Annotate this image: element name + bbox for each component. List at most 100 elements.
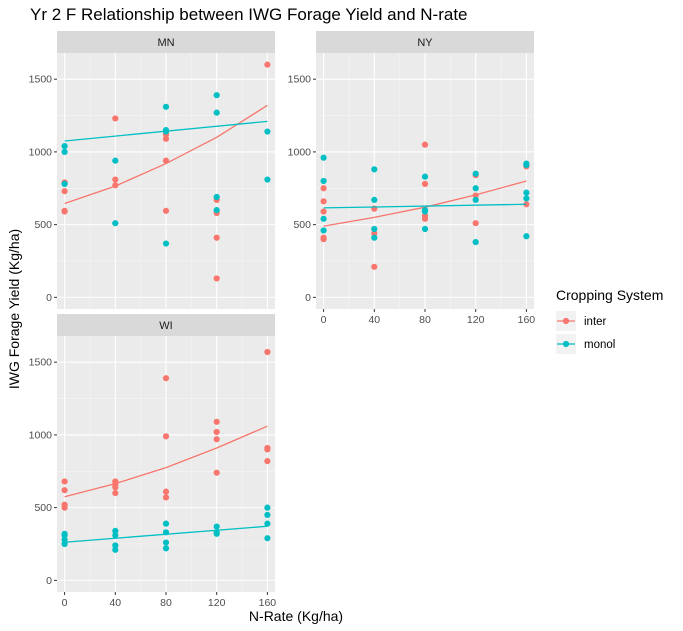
plot-area	[61, 61, 271, 282]
y-tick-label: 500	[34, 502, 52, 514]
chart-title: Yr 2 F Relationship between IWG Forage Y…	[30, 5, 468, 24]
data-point-monol	[213, 92, 220, 99]
legend-label: inter	[584, 316, 607, 328]
panel-mn: MN 0 500 1000 1500	[29, 31, 275, 309]
data-point-inter	[162, 207, 170, 214]
data-point-monol	[472, 238, 479, 246]
data-point-inter	[61, 487, 68, 494]
data-point-monol	[61, 536, 68, 543]
data-point-inter	[472, 192, 479, 199]
data-point-inter	[264, 348, 271, 356]
data-point-monol	[61, 530, 68, 537]
data-point-monol	[264, 511, 271, 519]
y-tick-label: 500	[34, 219, 52, 231]
data-point-monol	[162, 520, 170, 527]
panel-wi: WI 0 500 1000 1500 0 40 80 120 160	[29, 314, 277, 609]
legend-key-point	[562, 317, 570, 325]
data-point-monol	[213, 193, 220, 201]
data-point-monol	[162, 529, 170, 536]
data-point-inter	[61, 478, 68, 485]
data-point-monol	[112, 220, 119, 227]
trend-line-inter	[64, 425, 268, 498]
data-point-monol	[472, 185, 479, 192]
facet-strip-label: WI	[159, 320, 172, 332]
data-point-monol	[162, 103, 170, 110]
data-point-monol	[320, 154, 327, 161]
data-point-monol	[112, 532, 119, 539]
y-tick-label: 0	[46, 292, 52, 304]
data-point-monol	[371, 166, 378, 173]
data-point-inter	[112, 176, 119, 183]
data-point-inter	[421, 141, 429, 148]
data-point-inter	[320, 234, 327, 241]
data-point-monol	[523, 160, 530, 167]
data-point-monol	[61, 148, 68, 156]
legend-label: monol	[584, 339, 615, 351]
y-tick-label: 1500	[29, 74, 53, 86]
x-tick-label: 120	[467, 314, 485, 326]
data-point-monol	[162, 240, 170, 247]
data-point-inter	[162, 135, 170, 142]
data-point-monol	[61, 540, 68, 548]
y-tick-label: 1000	[29, 429, 53, 441]
data-point-monol	[213, 109, 220, 116]
data-point-inter	[162, 375, 170, 382]
data-point-inter	[264, 61, 271, 68]
data-point-monol	[320, 227, 327, 234]
x-tick-label: 0	[321, 314, 327, 326]
x-tick-label: 40	[109, 597, 121, 609]
data-point-monol	[162, 545, 170, 552]
y-tick-label: 1000	[288, 146, 312, 158]
data-point-inter	[213, 234, 220, 241]
data-point-inter	[421, 180, 429, 188]
data-point-inter	[320, 208, 327, 215]
data-point-monol	[213, 206, 220, 214]
data-point-inter	[61, 501, 68, 508]
legend-items: inter monol	[556, 311, 615, 354]
data-point-monol	[213, 523, 220, 530]
data-point-inter	[264, 444, 271, 452]
legend-key-point	[562, 340, 570, 348]
data-point-monol	[320, 177, 327, 185]
data-point-inter	[213, 436, 220, 443]
data-point-monol	[112, 542, 119, 549]
data-point-inter	[162, 488, 170, 495]
x-axis-title: N-Rate (Kg/ha)	[249, 608, 343, 624]
data-point-inter	[112, 489, 119, 497]
y-tick-label: 1500	[288, 74, 312, 86]
trend-line-monol	[323, 203, 527, 209]
data-point-inter	[112, 182, 119, 189]
x-tick-label: 160	[518, 314, 536, 326]
legend-key-monol	[556, 334, 576, 354]
y-tick-label: 500	[293, 219, 311, 231]
plot-area	[320, 141, 530, 270]
x-tick-label: 160	[259, 597, 277, 609]
data-point-inter	[213, 418, 220, 425]
data-point-inter	[162, 433, 170, 440]
data-point-monol	[523, 195, 530, 202]
panel-ny: NY 0 500 1000 1500 0 40 80 120 160	[288, 31, 536, 326]
data-point-monol	[472, 170, 479, 177]
facet-strip	[57, 314, 275, 336]
x-tick-label: 120	[208, 597, 226, 609]
data-point-inter	[162, 157, 170, 164]
data-point-monol	[264, 520, 271, 527]
x-tick-label: 80	[160, 597, 172, 609]
data-point-monol	[523, 233, 530, 240]
data-point-monol	[421, 225, 429, 233]
y-tick-label: 1000	[29, 146, 53, 158]
data-point-monol	[320, 215, 327, 222]
data-point-inter	[264, 457, 271, 465]
y-tick-label: 0	[46, 575, 52, 587]
facet-strip-label: MN	[157, 37, 174, 49]
data-point-inter	[371, 263, 378, 270]
data-point-inter	[213, 275, 220, 282]
data-point-monol	[112, 157, 119, 164]
data-point-monol	[421, 173, 429, 180]
data-point-monol	[371, 225, 378, 233]
x-tick-label: 0	[62, 597, 68, 609]
data-point-monol	[264, 176, 271, 183]
legend-title: Cropping System	[556, 287, 663, 303]
